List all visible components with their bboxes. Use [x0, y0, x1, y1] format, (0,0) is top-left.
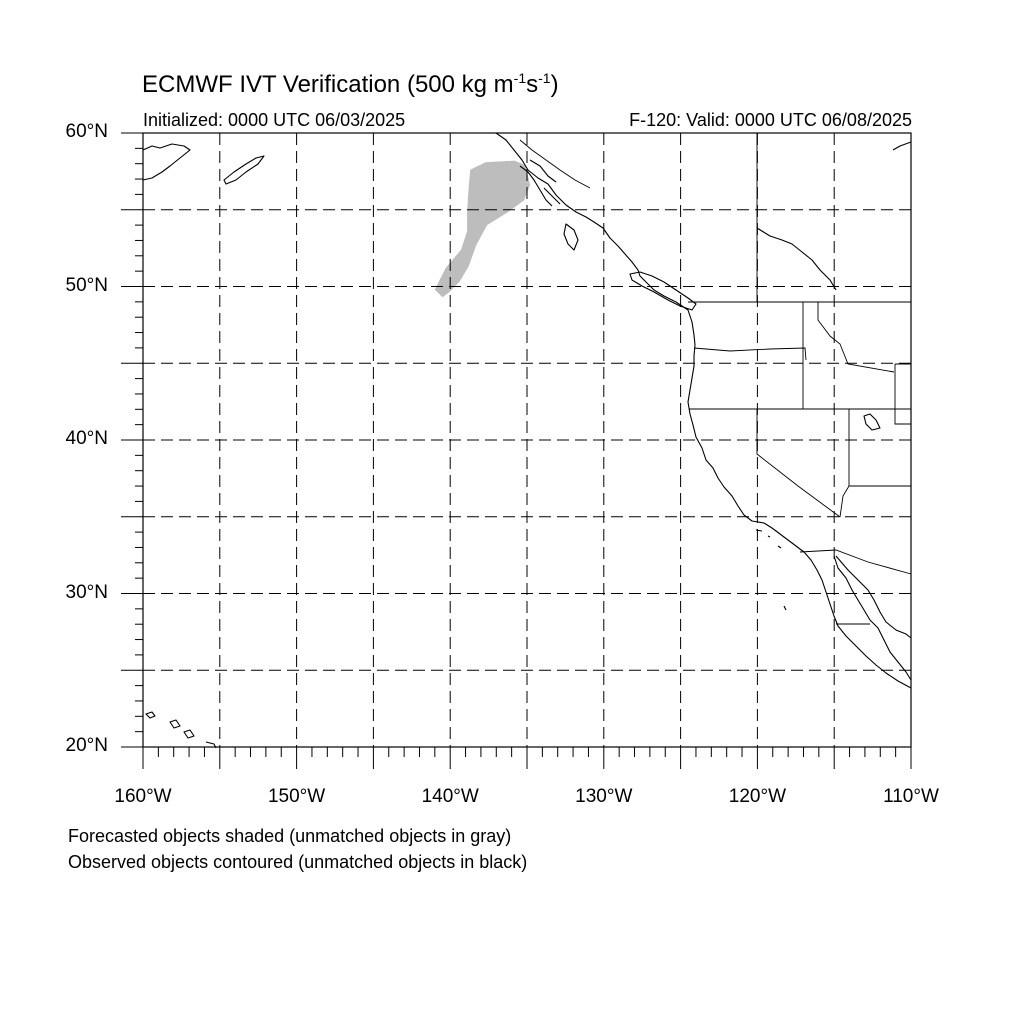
latitude-label: 60°N — [65, 121, 108, 142]
idaho-border — [802, 302, 895, 409]
title-superscript: -1 — [513, 70, 527, 86]
gulf-of-california-coastline — [833, 555, 912, 681]
initialized-label: Initialized: 0000 UTC 06/03/2025 — [143, 110, 406, 130]
alaska-bc-border — [519, 139, 591, 189]
latitude-label: 40°N — [65, 428, 108, 449]
north-america-coastline — [495, 132, 912, 689]
forecast-objects-layer — [434, 160, 531, 298]
alaska-coastline — [892, 141, 912, 151]
hawaii-islands — [145, 711, 217, 749]
longitude-label: 150°W — [267, 786, 326, 807]
longitude-label: 140°W — [421, 786, 479, 807]
wyoming-border — [894, 363, 911, 425]
valid-time-label: F-120: Valid: 0000 UTC 06/08/2025 — [629, 110, 912, 130]
latitude-label: 50°N — [65, 274, 108, 296]
map-title: ECMWF IVT Verification (500 kg m-1s-1) — [142, 70, 559, 99]
latitude-label: 30°N — [65, 581, 108, 603]
coastline-layer — [142, 132, 912, 749]
longitude-label: 160°W — [114, 786, 172, 807]
nevada-utah-border — [839, 409, 850, 518]
us-mexico-border — [799, 549, 912, 575]
canada-lake-shore — [756, 227, 837, 291]
observed-legend-note: Observed objects contoured (unmatched ob… — [68, 852, 528, 872]
alaska-coastline — [142, 143, 191, 181]
latitude-label: 20°N — [65, 735, 108, 756]
vancouver-island-coastline — [629, 271, 697, 311]
guadalupe-island — [783, 605, 787, 611]
forecast-object-unmatched — [434, 160, 531, 298]
haida-gwaii-coastline — [563, 223, 579, 251]
map-title-main: ECMWF IVT Verification (500 kg m — [142, 71, 514, 98]
washington-oregon-border — [693, 347, 807, 361]
longitude-label: 130°W — [575, 786, 633, 807]
alaska-coastline — [223, 155, 265, 185]
graticule — [143, 133, 911, 747]
longitude-label: 120°W — [728, 786, 786, 807]
axis-ticks — [121, 132, 912, 769]
political-borders-layer — [519, 133, 912, 625]
map-title-close: ) — [550, 71, 559, 98]
california-nevada-border — [756, 409, 841, 518]
map-title-unit: s — [526, 71, 539, 98]
channel-islands — [755, 529, 782, 549]
gulf-of-california-coastline — [835, 555, 912, 639]
map-frame — [142, 132, 912, 748]
great-salt-lake — [863, 413, 881, 431]
forecast-legend-note: Forecasted objects shaded (unmatched obj… — [68, 826, 512, 846]
title-superscript: -1 — [538, 70, 551, 86]
longitude-label: 110°W — [883, 786, 939, 807]
